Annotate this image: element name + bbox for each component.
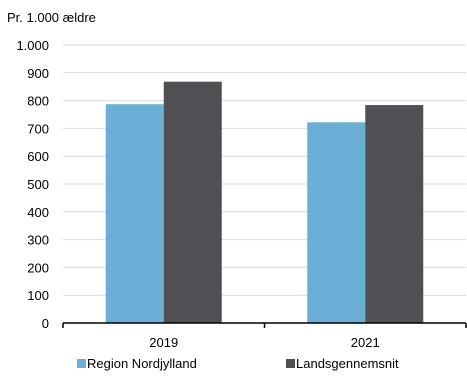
- axes: [62, 322, 467, 328]
- y-tick-label: 500: [27, 177, 49, 192]
- bars: [105, 81, 424, 324]
- tick-labels: 0 100 200 300 400 500 600 700 800 900 1.000 2019 202…: [16, 38, 379, 350]
- y-axis-title: Pr. 1.000 ældre: [7, 10, 96, 25]
- bar-region-nordjylland-2019: [105, 104, 164, 324]
- y-tick-label: 0: [42, 316, 49, 331]
- bar-region-nordjylland-2021: [307, 122, 366, 323]
- y-tick-label: 900: [27, 66, 49, 81]
- legend-swatch: [77, 359, 86, 368]
- x-tick-label: 2021: [351, 335, 380, 350]
- y-tick-label: 300: [27, 233, 49, 248]
- y-tick-label: 700: [27, 121, 49, 136]
- y-tick-label: 600: [27, 149, 49, 164]
- bar-landsgennemsnit-2021: [365, 105, 424, 323]
- legend-label: Landsgennemsnit: [296, 356, 399, 371]
- y-tick-label: 800: [27, 94, 49, 109]
- legend-swatch: [286, 359, 295, 368]
- bar-landsgennemsnit-2019: [163, 81, 222, 323]
- y-tick-label: 100: [27, 288, 49, 303]
- legend-label: Region Nordjylland: [87, 356, 197, 371]
- x-tick-label: 2019: [149, 335, 178, 350]
- y-tick-label: 200: [27, 260, 49, 275]
- y-tick-label: 1.000: [16, 38, 49, 53]
- y-tick-label: 400: [27, 205, 49, 220]
- legend: Region Nordjylland Landsgennemsnit: [77, 356, 399, 371]
